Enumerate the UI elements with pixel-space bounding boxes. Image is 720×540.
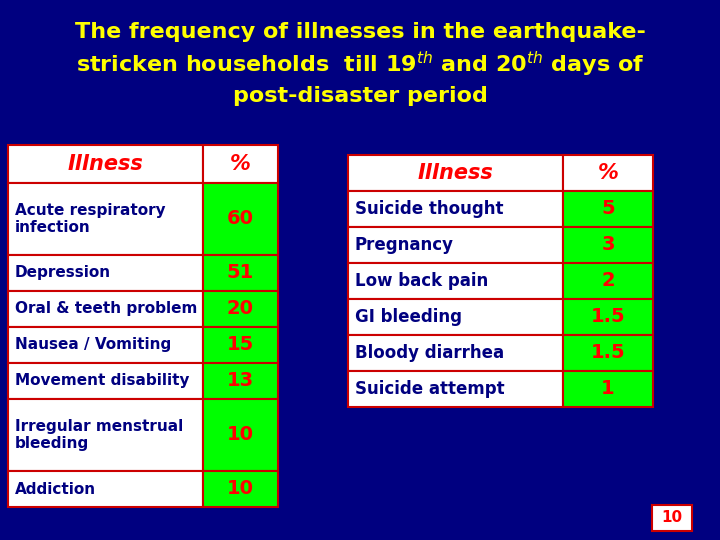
Text: Nausea / Vomiting: Nausea / Vomiting [15, 338, 171, 353]
Bar [563, 227, 653, 263]
Bar [203, 183, 278, 255]
Bar [348, 227, 563, 263]
Text: post-disaster period: post-disaster period [233, 86, 487, 106]
Text: stricken households  till 19$^{th}$ and 20$^{th}$ days of: stricken households till 19$^{th}$ and 2… [76, 49, 644, 79]
Bar [8, 145, 203, 183]
Text: Illness: Illness [418, 163, 493, 183]
Text: 51: 51 [227, 264, 254, 282]
Text: 10: 10 [662, 510, 683, 525]
Text: 20: 20 [227, 300, 254, 319]
Bar [348, 155, 563, 191]
Text: 3: 3 [601, 235, 615, 254]
Text: 10: 10 [227, 480, 254, 498]
Text: Illness: Illness [68, 154, 143, 174]
Text: Addiction: Addiction [15, 482, 96, 496]
Text: 10: 10 [227, 426, 254, 444]
Text: Pregnancy: Pregnancy [355, 236, 454, 254]
Bar [348, 263, 563, 299]
Bar [348, 335, 563, 371]
Bar [563, 263, 653, 299]
Text: %: % [230, 154, 251, 174]
Bar [8, 327, 203, 363]
Text: Oral & teeth problem: Oral & teeth problem [15, 301, 197, 316]
Bar [203, 471, 278, 507]
Text: Movement disability: Movement disability [15, 374, 189, 388]
Text: Irregular menstrual
bleeding: Irregular menstrual bleeding [15, 419, 184, 451]
Bar [563, 371, 653, 407]
Bar [203, 327, 278, 363]
Text: Bloody diarrhea: Bloody diarrhea [355, 344, 504, 362]
Text: 1: 1 [601, 380, 615, 399]
Text: 15: 15 [227, 335, 254, 354]
Text: GI bleeding: GI bleeding [355, 308, 462, 326]
Text: 60: 60 [227, 210, 254, 228]
Bar [203, 291, 278, 327]
Bar [8, 183, 203, 255]
Text: 1.5: 1.5 [590, 307, 625, 327]
Text: Depression: Depression [15, 266, 111, 280]
Text: 1.5: 1.5 [590, 343, 625, 362]
Bar [8, 291, 203, 327]
Bar [563, 155, 653, 191]
Bar [348, 191, 563, 227]
Text: Low back pain: Low back pain [355, 272, 488, 290]
Text: Acute respiratory
infection: Acute respiratory infection [15, 203, 166, 235]
Bar [348, 371, 563, 407]
Text: The frequency of illnesses in the earthquake-: The frequency of illnesses in the earthq… [75, 22, 645, 42]
Bar [8, 363, 203, 399]
Text: Suicide attempt: Suicide attempt [355, 380, 505, 398]
Text: Suicide thought: Suicide thought [355, 200, 503, 218]
Bar [563, 335, 653, 371]
Text: 2: 2 [601, 272, 615, 291]
Bar [563, 191, 653, 227]
Text: 13: 13 [227, 372, 254, 390]
Bar [8, 399, 203, 471]
Text: %: % [598, 163, 618, 183]
Text: 5: 5 [601, 199, 615, 219]
Bar [8, 255, 203, 291]
Bar [203, 363, 278, 399]
Bar [203, 399, 278, 471]
Bar [652, 505, 692, 531]
Bar [563, 299, 653, 335]
Bar [203, 255, 278, 291]
Bar [8, 471, 203, 507]
Bar [203, 145, 278, 183]
Bar [348, 299, 563, 335]
